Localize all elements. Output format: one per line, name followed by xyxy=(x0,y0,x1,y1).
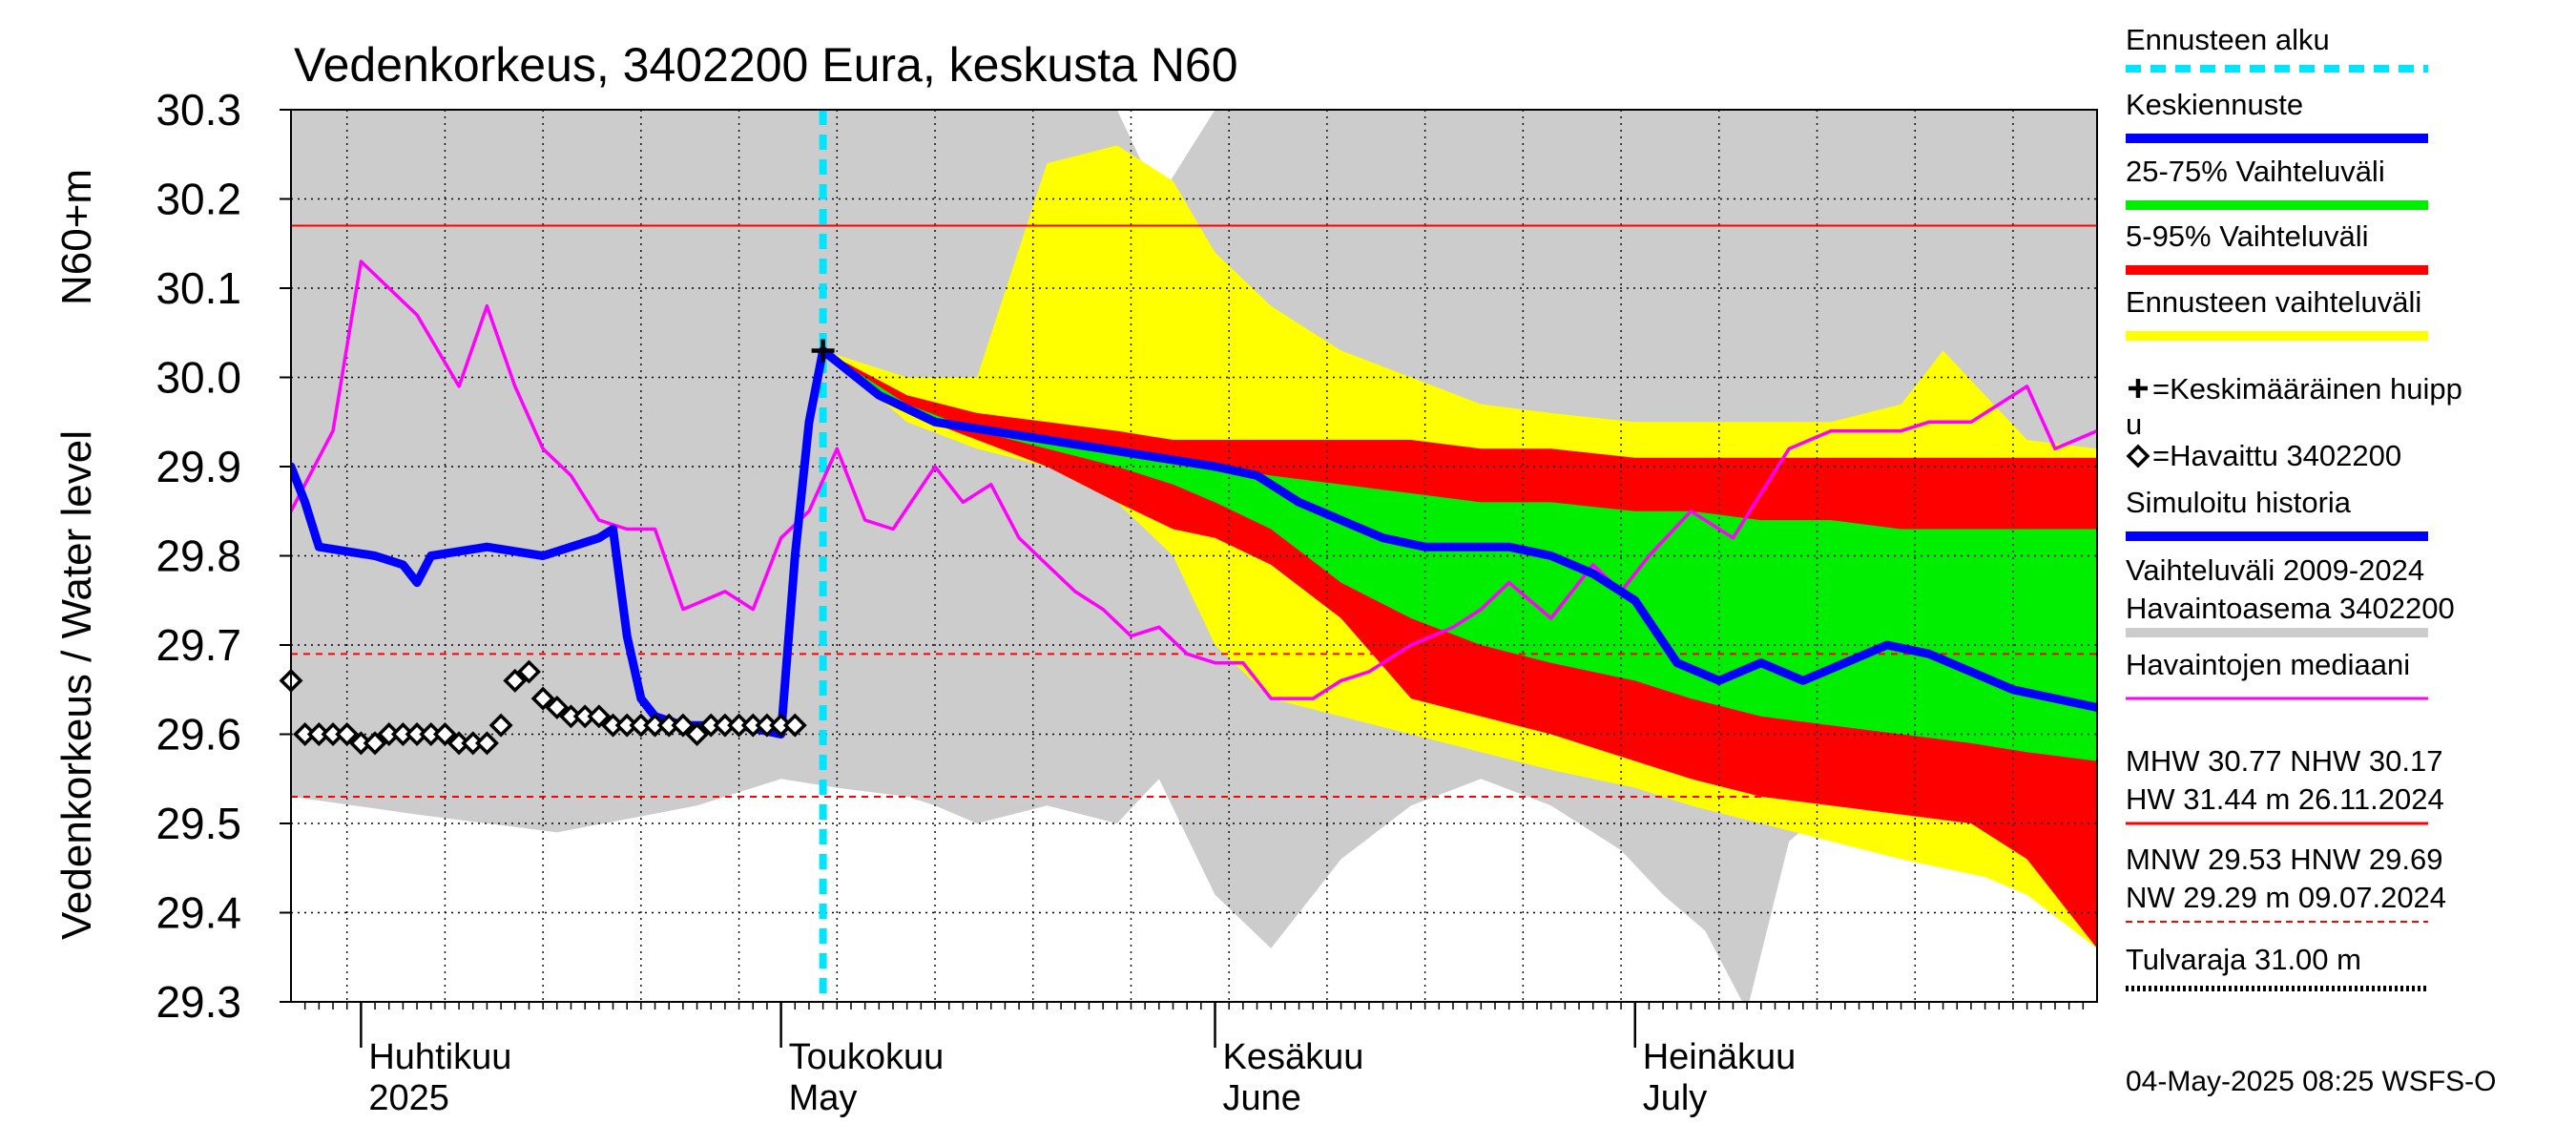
legend-item-9: Havaintojen mediaani xyxy=(2126,648,2428,700)
gridlines xyxy=(291,110,2097,1002)
mean-forecast-line xyxy=(804,345,2097,712)
observed-point xyxy=(545,695,570,719)
y-axis: 29.3 29.4 29.5 29.6 29.7 29.8 29.9 30.0 30.1 30.2… xyxy=(156,85,291,1027)
legend-item-12: Tulvaraja 31.00 m xyxy=(2126,943,2428,991)
legend-label: Ennusteen vaihteluväli xyxy=(2126,285,2421,319)
observed-point xyxy=(335,722,360,746)
legend-label: Vaihteluväli 2009-2024 xyxy=(2126,553,2424,587)
observed-point xyxy=(685,722,710,746)
y-tick-label: 29.7 xyxy=(156,620,241,670)
legend-label-2: NW 29.29 m 09.07.2024 xyxy=(2126,881,2446,914)
observed-point xyxy=(516,659,541,684)
timestamp: 04-May-2025 08:25 WSFS-O xyxy=(2126,1066,2497,1097)
observed-point xyxy=(530,686,555,711)
observed-point xyxy=(671,713,696,738)
legend-item-3: 5-95% Vaihteluväli xyxy=(2126,219,2428,275)
legend-item-8: Vaihteluväli 2009-2024 Havaintoasema 340… xyxy=(2126,553,2455,637)
observed-point xyxy=(474,731,499,756)
legend-label: Tulvaraja 31.00 m xyxy=(2126,943,2361,976)
x-month-label: Toukokuu xyxy=(789,1037,945,1077)
mean-peak-marker xyxy=(811,339,835,363)
legend-label: Keskiennuste xyxy=(2126,88,2303,121)
y-tick-label: 29.6 xyxy=(156,710,241,760)
legend-label: MHW 30.77 NHW 30.17 xyxy=(2126,744,2443,778)
y-tick-label: 29.4 xyxy=(156,888,241,938)
legend-label: MNW 29.53 HNW 29.69 xyxy=(2126,843,2443,876)
legend-label: 25-75% Vaihteluväli xyxy=(2126,155,2385,188)
x-month-sublabel: May xyxy=(789,1078,858,1118)
legend-item-7: Simuloitu historia xyxy=(2126,486,2428,541)
x-month-sublabel: July xyxy=(1643,1078,1708,1118)
legend-label: 5-95% Vaihteluväli xyxy=(2126,219,2368,253)
legend-label: =Havaittu 3402200 xyxy=(2152,439,2401,472)
median-line xyxy=(291,260,2097,700)
x-month-label: Huhtikuu xyxy=(368,1037,511,1077)
marker-layer xyxy=(279,339,835,756)
y-tick-label: 29.5 xyxy=(156,799,241,848)
legend-item-10: MHW 30.77 NHW 30.17 HW 31.44 m 26.11.2024 xyxy=(2126,744,2444,825)
legend-label-continued: u xyxy=(2126,407,2142,441)
observed-point xyxy=(363,731,387,756)
legend-label: Simuloitu historia xyxy=(2126,486,2352,519)
y-axis-label: Vedenkorkeus / Water level xyxy=(53,430,100,940)
y-tick-label: 30.3 xyxy=(156,85,241,135)
legend-label: =Keskimääräinen huipp xyxy=(2152,372,2462,406)
legend-plus-marker xyxy=(2129,379,2148,398)
observed-point xyxy=(432,722,457,746)
observed-point xyxy=(782,713,807,738)
legend-label-2: Havaintoasema 3402200 xyxy=(2126,592,2455,625)
observed-point xyxy=(488,713,513,738)
band-2 xyxy=(822,350,2097,948)
legend-label-2: HW 31.44 m 26.11.2024 xyxy=(2126,782,2444,816)
legend-item-4: Ennusteen vaihteluväli xyxy=(2126,285,2428,341)
legend: Ennusteen alku Keskiennuste 25-75% Vaihtel… xyxy=(2126,23,2462,991)
y-tick-label: 30.1 xyxy=(156,263,241,313)
legend-item-0: Ennusteen alku xyxy=(2126,23,2428,73)
legend-diamond-marker xyxy=(2126,444,2150,468)
legend-item-1: Keskiennuste xyxy=(2126,88,2428,143)
y-tick-label: 29.3 xyxy=(156,977,241,1027)
x-month-sublabel: June xyxy=(1223,1078,1301,1118)
chart-title: Vedenkorkeus, 3402200 Eura, keskusta N60 xyxy=(294,38,1238,92)
y-tick-label: 29.9 xyxy=(156,442,241,491)
y-tick-label: 30.0 xyxy=(156,353,241,403)
observed-point xyxy=(587,704,612,729)
legend-item-11: MNW 29.53 HNW 29.69 NW 29.29 m 09.07.2024 xyxy=(2126,843,2446,923)
x-month-label: Kesäkuu xyxy=(1223,1037,1364,1077)
legend-item-2: 25-75% Vaihteluväli xyxy=(2126,155,2428,210)
legend-label: Havaintojen mediaani xyxy=(2126,648,2410,681)
y-tick-label: 30.2 xyxy=(156,175,241,224)
y-axis-unit: N60+m xyxy=(53,169,100,305)
y-tick-label: 29.8 xyxy=(156,531,241,581)
reference-lines xyxy=(291,110,2097,1002)
x-month-sublabel: 2025 xyxy=(368,1078,449,1118)
x-month-label: Heinäkuu xyxy=(1643,1037,1797,1077)
legend-label: Ennusteen alku xyxy=(2126,23,2330,56)
observed-point xyxy=(503,668,528,693)
legend-item-6: =Havaittu 3402200 xyxy=(2126,439,2401,472)
legend-item-5: =Keskimääräinen huipp u xyxy=(2126,372,2462,441)
